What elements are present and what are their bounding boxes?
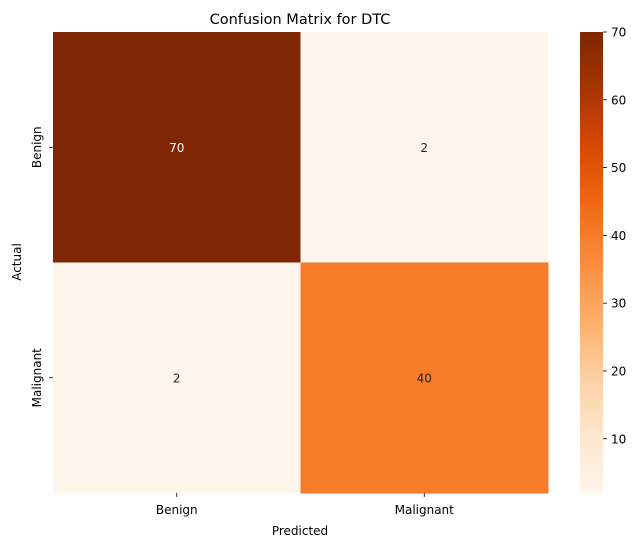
heatmap-cell [53,32,301,263]
cell-value-label: 2 [420,141,428,155]
cell-value-label: 2 [173,371,181,385]
colorbar-tick-label: 40 [611,229,626,243]
colorbar-tick-label: 20 [611,364,626,378]
colorbar-tick-label: 50 [611,161,626,175]
colorbar [580,32,603,493]
heatmap-cell [300,32,549,263]
cell-value-label: 70 [169,141,184,155]
x-axis-label: Predicted [272,524,328,538]
y-tick-label: Malignant [30,348,44,408]
y-axis-label: Actual [10,243,24,281]
chart-title: Confusion Matrix for DTC [210,12,391,28]
x-tick-label: Benign [156,503,198,517]
x-tick-label: Malignant [395,503,455,517]
colorbar-tick-label: 60 [611,93,626,107]
heatmap-cell [53,262,301,494]
y-tick-label: Benign [30,126,44,168]
colorbar-tick-label: 70 [611,26,626,40]
colorbar-tick-label: 10 [611,432,626,446]
cell-value-label: 40 [417,371,432,385]
heatmap-cell [300,262,549,494]
colorbar-tick-label: 30 [611,297,626,311]
